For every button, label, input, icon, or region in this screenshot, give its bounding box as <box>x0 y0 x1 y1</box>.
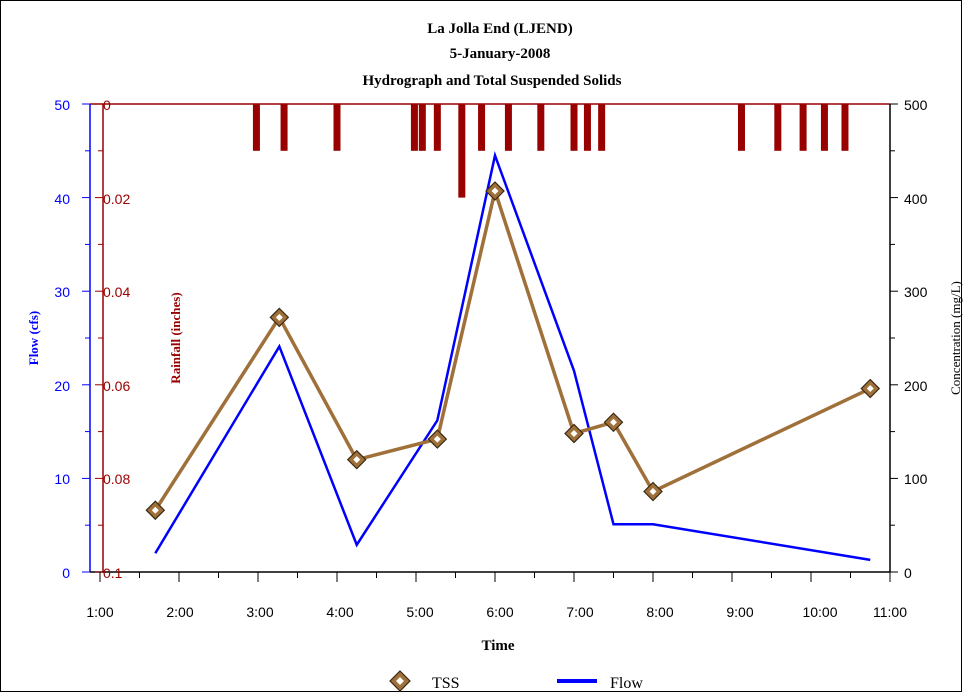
tss-point <box>603 412 624 433</box>
tss-point-center <box>570 429 578 437</box>
flow-tick-label-40: 40 <box>54 191 70 207</box>
legend-tss-marker <box>389 670 411 692</box>
rainfall-bar <box>252 104 260 151</box>
conc-tick-label-0: 0 <box>904 565 912 581</box>
rainfall-bar <box>570 104 578 151</box>
conc-tick-label-100: 100 <box>904 471 928 487</box>
tss-point <box>346 449 367 470</box>
tss-point <box>485 181 505 201</box>
rain-tick-label-0.1: 0.1 <box>103 565 123 581</box>
x-tick-label-1: 1:00 <box>86 604 113 620</box>
rain-tick-label-0: 0 <box>103 97 111 113</box>
x-tick-label-2: 2:00 <box>166 604 193 620</box>
tss-point-center <box>491 187 499 195</box>
tss-point-center <box>151 506 159 514</box>
rainfall-bar <box>433 104 441 151</box>
tss-point-center <box>433 435 441 443</box>
x-axis-label: Time <box>481 638 514 654</box>
x-tick-label-7: 7:00 <box>566 604 593 620</box>
tss-point-center <box>275 313 283 321</box>
tss-point <box>269 307 290 328</box>
tss-point-center <box>610 418 617 426</box>
tss-point <box>564 423 584 444</box>
rainfall-bar <box>799 104 807 151</box>
rainfall-bars <box>252 104 849 198</box>
tss-series-line <box>153 184 871 512</box>
tss-point-center <box>353 456 361 464</box>
rainfall-bar <box>537 104 545 151</box>
tss-point-center <box>866 385 874 393</box>
x-tick-label-8: 8:00 <box>646 604 673 620</box>
flow-tick-label-0: 0 <box>62 565 70 581</box>
axis-ticks <box>82 103 898 582</box>
rainfall-bar <box>504 104 512 151</box>
legend: TSS Flow <box>389 670 643 692</box>
x-tick-label-4: 4:00 <box>326 604 353 620</box>
tss-point <box>860 378 881 399</box>
tss-markers <box>145 181 881 521</box>
tss-point-center <box>649 488 657 496</box>
x-tick-label-10: 10:00 <box>802 604 837 620</box>
rainfall-axis-label: Rainfall (inches) <box>168 292 183 383</box>
x-tick-label-5: 5:00 <box>406 604 433 620</box>
conc-tick-label-400: 400 <box>904 191 928 207</box>
legend-flow-label: Flow <box>610 675 643 692</box>
rainfall-bar <box>333 104 341 151</box>
rain-tick-label-0.02: 0.02 <box>103 191 130 207</box>
chart-title-line-1: La Jolla End (LJEND) <box>427 21 572 37</box>
rainfall-bar <box>737 104 745 151</box>
chart-title-line-3: Hydrograph and Total Suspended Solids <box>362 73 621 89</box>
x-tick-label-9: 9:00 <box>726 604 753 620</box>
rain-tick-label-0.04: 0.04 <box>103 284 130 300</box>
rainfall-bar <box>280 104 288 151</box>
x-tick-label-3: 3:00 <box>246 604 273 620</box>
x-tick-label-6: 6:00 <box>486 604 513 620</box>
flow-series-line <box>154 151 871 562</box>
flow-tick-label-30: 30 <box>54 284 70 300</box>
tss-point <box>145 500 166 521</box>
conc-tick-label-500: 500 <box>904 97 928 113</box>
rainfall-bar <box>841 104 849 151</box>
rainfall-bar <box>774 104 782 151</box>
flow-tick-label-10: 10 <box>54 471 70 487</box>
conc-tick-label-300: 300 <box>904 284 928 300</box>
rainfall-bar <box>418 104 426 151</box>
x-tick-label-11: 11:00 <box>873 604 907 620</box>
rainfall-bar <box>598 104 606 151</box>
flow-axis-label: Flow (cfs) <box>26 311 41 366</box>
rain-tick-label-0.08: 0.08 <box>103 471 130 487</box>
concentration-axis-label: Concentration (mg/L) <box>948 281 963 395</box>
conc-tick-label-200: 200 <box>904 378 928 394</box>
rain-tick-label-0.06: 0.06 <box>103 378 130 394</box>
rainfall-bar <box>458 104 466 198</box>
legend-tss-label: TSS <box>432 675 460 692</box>
flow-tick-label-50: 50 <box>54 97 70 113</box>
rainfall-bar <box>410 104 418 151</box>
flow-tick-label-20: 20 <box>54 378 70 394</box>
rainfall-bar <box>820 104 828 151</box>
tss-point <box>427 429 448 449</box>
tss-point <box>643 481 663 502</box>
rainfall-bar <box>583 104 591 151</box>
chart-title-line-2: 5-January-2008 <box>450 46 551 62</box>
rainfall-bar <box>478 104 486 151</box>
